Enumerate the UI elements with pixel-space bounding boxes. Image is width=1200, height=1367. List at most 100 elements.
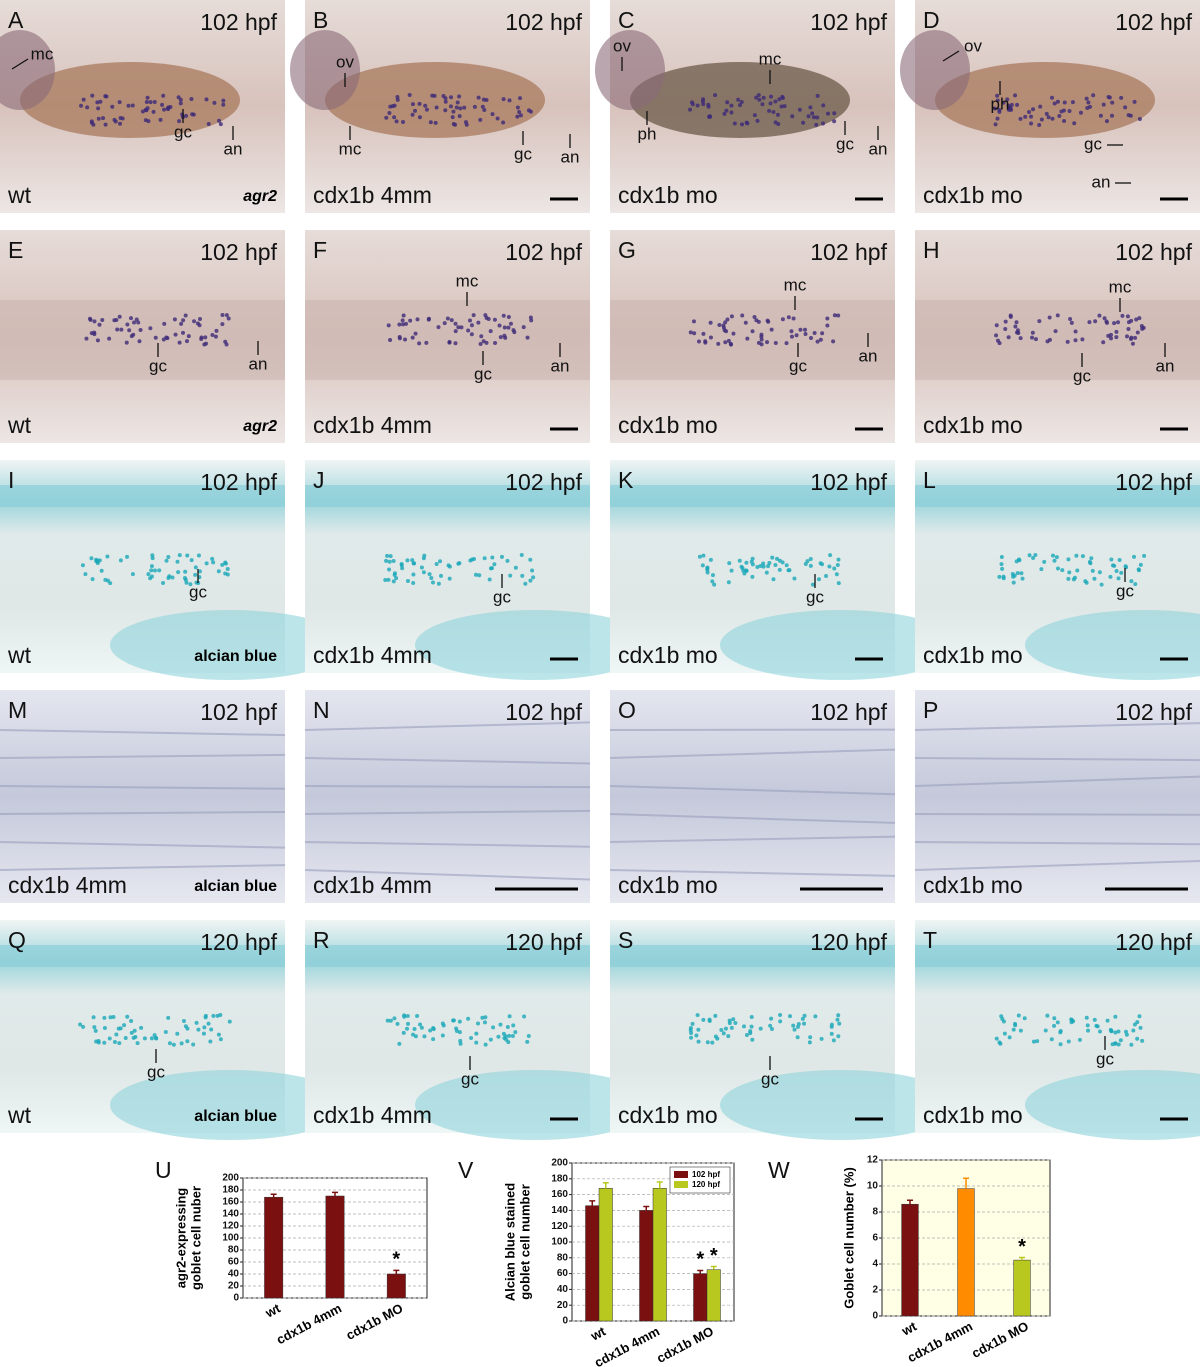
annotation: gc	[174, 122, 192, 141]
annotation: an	[551, 356, 570, 375]
x-tick-label: wt	[262, 1300, 283, 1321]
cell	[445, 316, 450, 321]
cell	[79, 103, 84, 108]
bar	[325, 1195, 345, 1299]
cell	[1109, 557, 1114, 562]
cell	[438, 559, 443, 564]
tissue-line	[304, 841, 591, 848]
cell	[1097, 313, 1102, 318]
cell	[1067, 108, 1072, 113]
cell	[129, 1019, 134, 1024]
cell	[792, 576, 797, 581]
cell	[153, 335, 158, 340]
cell	[790, 114, 795, 119]
cell	[1011, 580, 1016, 585]
cell	[765, 340, 770, 345]
cell	[519, 553, 524, 558]
cell	[831, 339, 836, 344]
stain-label: alcian blue	[194, 878, 277, 895]
cell	[404, 321, 409, 326]
tissue-line	[0, 841, 286, 849]
cell	[773, 562, 778, 567]
cell	[778, 1019, 783, 1024]
cell	[392, 1016, 397, 1021]
cell	[451, 109, 456, 114]
cell	[391, 579, 396, 584]
cell	[413, 1034, 418, 1039]
cell	[1000, 566, 1005, 571]
cell	[225, 567, 230, 572]
cell	[1062, 118, 1067, 123]
cell	[410, 558, 415, 563]
cell	[99, 568, 104, 573]
cell	[1044, 111, 1049, 116]
cell	[1058, 1042, 1063, 1047]
cell	[1069, 1020, 1074, 1025]
cell	[108, 581, 113, 586]
cell	[218, 1013, 223, 1018]
cell	[505, 558, 510, 563]
condition-label: cdx1b 4mm	[313, 182, 432, 208]
error-bar	[907, 1199, 913, 1205]
cell	[453, 329, 458, 334]
cell	[167, 1041, 172, 1046]
cell	[740, 122, 745, 127]
cell	[177, 340, 182, 345]
error-bar	[393, 1269, 400, 1274]
cell	[777, 567, 782, 572]
cell	[411, 572, 416, 577]
cell	[1138, 562, 1143, 567]
stage-label: 102 hpf	[505, 699, 582, 725]
cell	[397, 322, 402, 327]
cell	[1110, 113, 1115, 118]
cell	[502, 325, 507, 330]
cell	[769, 94, 774, 99]
cell	[482, 107, 487, 112]
cell	[999, 554, 1004, 559]
cell	[408, 318, 413, 323]
cell	[1027, 553, 1032, 558]
tissue-line	[304, 757, 591, 765]
cell	[387, 111, 392, 116]
cell	[1112, 563, 1117, 568]
stage-label: 102 hpf	[810, 9, 887, 35]
cell	[1126, 320, 1131, 325]
cell	[181, 318, 186, 323]
cell	[1060, 568, 1065, 573]
cell	[179, 321, 184, 326]
cell	[811, 115, 816, 120]
cell	[392, 115, 397, 120]
cell	[787, 568, 792, 573]
stage-label: 102 hpf	[505, 469, 582, 495]
cell	[1074, 553, 1079, 558]
cell	[498, 1022, 503, 1027]
cell	[1101, 102, 1106, 107]
panel-letter: U	[155, 1157, 172, 1183]
y-tick-label: 2	[872, 1285, 878, 1296]
y-tick-label: 180	[222, 1185, 239, 1196]
y-tick-label: 8	[872, 1207, 878, 1218]
cell	[446, 563, 451, 568]
cell	[526, 108, 531, 113]
condition-label: cdx1b 4mm	[8, 872, 127, 898]
cell	[688, 330, 693, 335]
cell	[727, 561, 732, 566]
y-tick-label: 0	[872, 1311, 878, 1322]
cell	[758, 563, 763, 568]
cell	[708, 335, 713, 340]
cell	[716, 341, 721, 346]
cell	[501, 313, 506, 318]
cell	[489, 566, 494, 571]
cell	[995, 338, 1000, 343]
cell	[431, 1037, 436, 1042]
cell	[710, 1040, 715, 1045]
cell	[386, 577, 391, 582]
cell	[482, 556, 487, 561]
cell	[749, 1014, 754, 1019]
y-tick-label: 60	[557, 1268, 569, 1279]
cell	[1083, 579, 1088, 584]
cell	[710, 579, 715, 584]
panel-letter: L	[923, 467, 936, 493]
cell	[91, 1015, 96, 1020]
cell	[400, 318, 405, 323]
